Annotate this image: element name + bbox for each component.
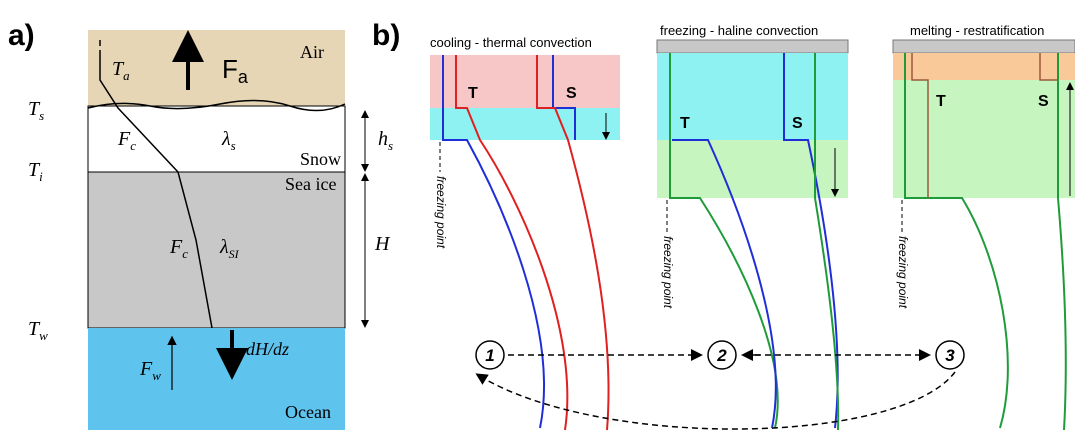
cycle-arrow: [478, 372, 955, 429]
symbol: F: [139, 358, 153, 380]
panel-label: a): [8, 19, 35, 52]
symbol: λ: [221, 128, 231, 150]
water-temp: Tw: [28, 318, 48, 343]
air-label: Air: [300, 42, 324, 62]
stage-number: 2: [716, 346, 727, 365]
ice-layer: [88, 172, 345, 328]
ice-label: Sea ice: [285, 174, 336, 194]
subscript: w: [152, 368, 161, 383]
s-label: S: [566, 85, 577, 102]
subscript: c: [182, 246, 188, 261]
page: a) Ta Fa Air Ts Fc λs Snow hs Ti Sea ice…: [0, 0, 1075, 436]
stage-title: freezing - haline convection: [660, 23, 818, 38]
deep-layer: [430, 108, 620, 140]
subscript: s: [231, 138, 236, 153]
symbol: F: [222, 54, 238, 84]
melt-layer: [893, 53, 1075, 80]
s-label: S: [1038, 93, 1049, 110]
symbol: h: [378, 128, 388, 150]
subscript: i: [39, 169, 43, 184]
ice-thickness: H: [374, 233, 391, 255]
stage-title: melting - restratification: [910, 23, 1044, 38]
stage-number: 1: [485, 346, 494, 365]
subscript: a: [238, 67, 249, 87]
stage-title: cooling - thermal convection: [430, 35, 592, 50]
subscript: SI: [229, 247, 240, 261]
ice-cover: [893, 40, 1075, 53]
subscript: a: [123, 68, 130, 83]
t-label: T: [468, 85, 478, 102]
ocean-label: Ocean: [285, 402, 331, 422]
ice-temp: Ti: [28, 159, 43, 184]
freezing-label: freezing point: [896, 236, 910, 309]
ice-cover: [657, 40, 848, 53]
snow-label: Snow: [300, 149, 341, 169]
freezing-label: freezing point: [434, 176, 448, 249]
figure: a) Ta Fa Air Ts Fc λs Snow hs Ti Sea ice…: [0, 0, 1075, 436]
symbol: F: [169, 236, 183, 258]
mixed-layer: [430, 55, 620, 108]
snow-thickness: hs: [378, 128, 393, 153]
stage-number: 3: [945, 346, 955, 365]
t-label: T: [680, 115, 690, 132]
s-label: S: [792, 115, 803, 132]
deep-layer: [657, 140, 848, 198]
freezing-label: freezing point: [661, 236, 675, 309]
subscript: s: [388, 138, 393, 153]
surface-temp: Ts: [28, 98, 44, 123]
symbol: λ: [219, 236, 229, 258]
growth-rate: dH/dz: [246, 339, 289, 359]
t-label: T: [936, 93, 946, 110]
symbol: F: [117, 128, 131, 150]
subscript: s: [39, 108, 44, 123]
panel-label: b): [372, 19, 400, 52]
subscript: w: [39, 328, 48, 343]
subscript: c: [130, 138, 136, 153]
